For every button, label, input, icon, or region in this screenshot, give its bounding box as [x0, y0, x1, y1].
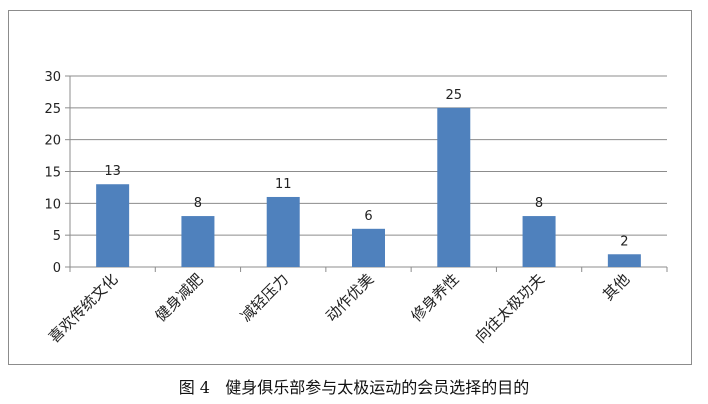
- figure-label: 图 4: [178, 378, 210, 397]
- figure-caption: 图 4 健身俱乐部参与太极运动的会员选择的目的: [0, 374, 708, 398]
- y-tick-label: 30: [44, 70, 61, 85]
- y-tick-label: 10: [44, 197, 61, 212]
- y-tick-label: 0: [53, 261, 61, 276]
- y-tick-label: 20: [44, 134, 61, 149]
- category-label: 喜欢传统文化: [45, 270, 121, 346]
- bar: [522, 216, 556, 267]
- category-label: 健身减肥: [152, 270, 207, 325]
- bar-chart: 0 5 10 15 20 25 30 13 喜欢传统文化 8 健身减肥 11 减轻压力 6 动作优美 25 修身…: [44, 70, 668, 346]
- data-label: 13: [104, 164, 121, 179]
- bar: [266, 196, 300, 267]
- data-label: 11: [275, 177, 292, 192]
- category-label: 修身养性: [407, 270, 462, 325]
- bar: [607, 254, 641, 267]
- y-tick-label: 25: [44, 102, 61, 117]
- bar: [96, 184, 130, 267]
- category-label: 向往太极功夫: [472, 270, 548, 346]
- category-label: 动作优美: [322, 270, 377, 325]
- y-tick-label: 5: [53, 229, 61, 244]
- y-tick-label: 15: [44, 166, 61, 181]
- bar: [437, 107, 471, 267]
- figure-caption-text: 健身俱乐部参与太极运动的会员选择的目的: [225, 378, 530, 397]
- category-label: 减轻压力: [237, 270, 292, 325]
- data-label: 2: [620, 234, 628, 249]
- data-label: 8: [194, 196, 202, 211]
- data-label: 25: [446, 88, 463, 103]
- data-label: 6: [364, 209, 372, 224]
- category-label: 其他: [599, 270, 633, 304]
- bar: [181, 216, 215, 267]
- data-label: 8: [535, 196, 543, 211]
- bar: [352, 228, 385, 267]
